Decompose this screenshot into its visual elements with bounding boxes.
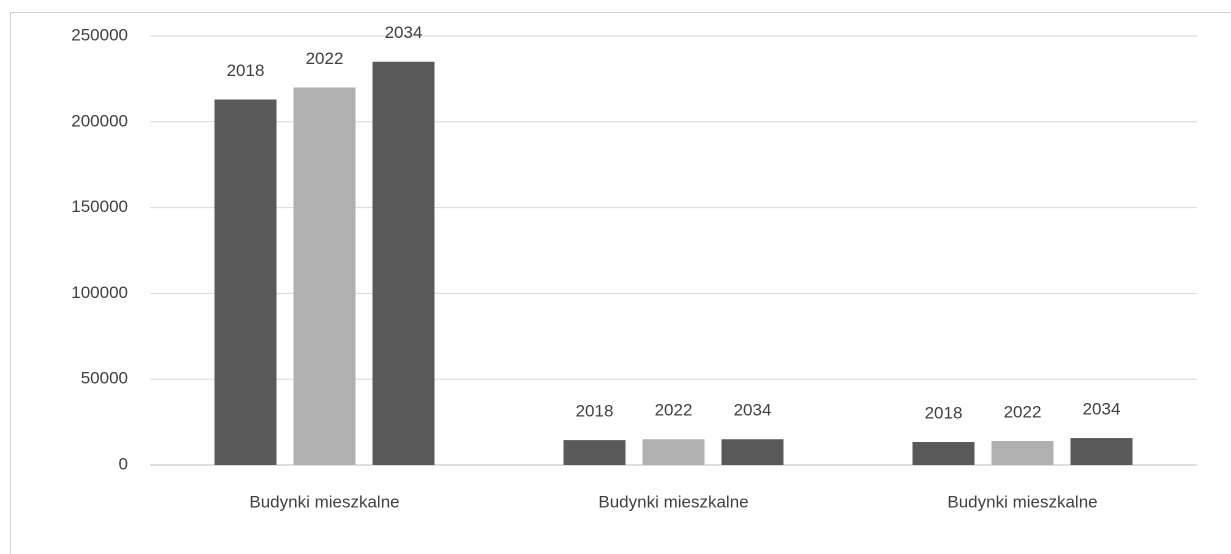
bar (372, 61, 435, 466)
bar (912, 442, 975, 465)
bar (563, 440, 626, 465)
chart-border (10, 12, 1231, 554)
x-tick-label: Budynki mieszkalne (947, 492, 1097, 511)
y-tick-label: 150000 (71, 197, 128, 216)
bar (991, 440, 1054, 465)
bar-label: 2018 (576, 402, 614, 421)
bar-label: 2034 (1083, 400, 1121, 419)
bar (721, 439, 784, 465)
bar (293, 87, 356, 465)
y-tick-label: 200000 (71, 111, 128, 130)
x-tick-label: Budynki mieszkalne (249, 492, 399, 511)
bar-label: 2022 (655, 401, 693, 420)
bar (1070, 438, 1133, 465)
bar-label: 2018 (227, 61, 265, 80)
bar-label: 2018 (925, 403, 963, 422)
y-tick-label: 0 (119, 454, 128, 473)
x-tick-label: Budynki mieszkalne (598, 492, 748, 511)
bar-label: 2034 (734, 401, 772, 420)
y-tick-label: 50000 (81, 369, 128, 388)
bar (642, 439, 705, 465)
y-tick-label: 250000 (71, 25, 128, 44)
bar-label: 2022 (1004, 402, 1042, 421)
bar-label: 2022 (306, 49, 344, 68)
bar (214, 99, 277, 465)
y-tick-label: 100000 (71, 283, 128, 302)
bar-label: 2034 (385, 23, 423, 42)
